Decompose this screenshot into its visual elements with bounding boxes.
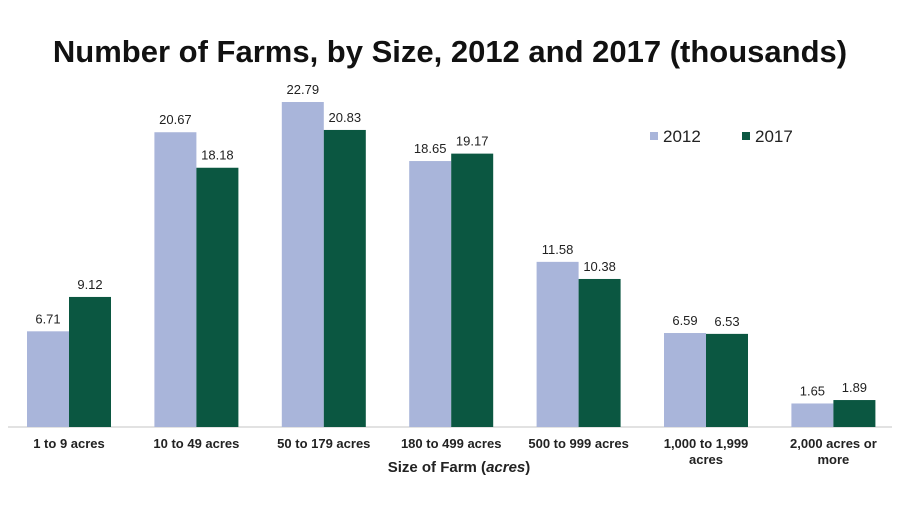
bar-2012-0	[27, 331, 69, 427]
legend: 2012 2017	[650, 127, 793, 146]
data-label-2017-0: 9.12	[77, 277, 102, 292]
data-label-2017-6: 1.89	[842, 380, 867, 395]
x-tick-label: 1,000 to 1,999 acres	[664, 436, 749, 467]
data-label-2012-5: 6.59	[672, 313, 697, 328]
data-label-2012-1: 20.67	[159, 112, 192, 127]
bar-2017-1	[196, 167, 239, 427]
data-label-2017-2: 20.83	[329, 110, 362, 125]
bar-2017-4	[578, 278, 621, 427]
bar-2017-0	[69, 296, 111, 427]
bar-2012-1	[154, 132, 197, 428]
x-tick-label: 500 to 999 acres	[528, 436, 628, 451]
data-label-2017-3: 19.17	[456, 134, 489, 149]
x-tick-label: 10 to 49 acres	[153, 436, 239, 451]
bar-2012-5	[664, 333, 706, 427]
bar-2017-5	[706, 333, 748, 427]
legend-label-2017: 2017	[755, 127, 793, 146]
legend-label-2012: 2012	[663, 127, 701, 146]
x-axis-title: Size of Farm (acres)	[388, 459, 531, 476]
chart-title: Number of Farms, by Size, 2012 and 2017 …	[53, 34, 847, 69]
data-label-2012-3: 18.65	[414, 141, 447, 156]
bar-2012-4	[536, 261, 579, 427]
legend-swatch-2017	[742, 132, 750, 140]
data-label-2012-6: 1.65	[800, 383, 825, 398]
data-label-2017-4: 10.38	[583, 259, 616, 274]
bar-2012-3	[409, 161, 452, 427]
x-tick-label: 180 to 499 acres	[401, 436, 501, 451]
data-label-2017-1: 18.18	[201, 148, 234, 163]
data-label-2012-2: 22.79	[287, 82, 320, 97]
bar-2012-2	[281, 102, 324, 427]
bar-2017-2	[323, 129, 366, 427]
data-label-2012-4: 11.58	[542, 242, 574, 257]
data-label-2012-0: 6.71	[35, 311, 60, 326]
bar-2017-3	[451, 153, 494, 427]
data-label-2017-5: 6.53	[714, 314, 739, 329]
legend-swatch-2012	[650, 132, 658, 140]
x-tick-label: 50 to 179 acres	[277, 436, 370, 451]
x-tick-label: 2,000 acres or more	[790, 436, 877, 467]
x-tick-label: 1 to 9 acres	[33, 436, 105, 451]
bar-2017-6	[833, 400, 876, 427]
bar-2012-6	[791, 403, 834, 427]
